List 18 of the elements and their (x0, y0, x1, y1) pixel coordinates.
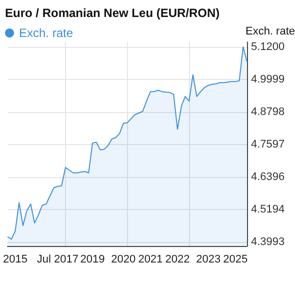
x-tick-label: 2025 (223, 254, 248, 266)
x-tick-label: 2015 (2, 254, 28, 266)
y-tick-label: 4.5194 (251, 204, 285, 216)
x-tick-label: 2022 (165, 254, 190, 266)
y-tick-label: 4.3993 (251, 236, 285, 248)
y-tick-label: 4.8798 (251, 106, 285, 118)
y-tick-label: 5.1200 (251, 40, 285, 53)
chart-title: Euro / Romanian New Leu (EUR/RON) (5, 6, 220, 20)
y-tick-label: 4.7597 (251, 138, 285, 150)
x-tick-label: 2021 (138, 254, 163, 266)
x-tick-label: 2020 (111, 254, 136, 266)
x-tick-label: Jul 2017 (36, 254, 79, 266)
x-tick-label: 2019 (80, 254, 105, 266)
y-axis-title: Exch. rate (245, 26, 295, 38)
y-tick-label: 4.6396 (251, 171, 285, 184)
legend-label: Exch. rate (19, 26, 74, 40)
y-tick-label: 4.9999 (251, 73, 285, 86)
x-tick-label: 2023 (196, 254, 221, 266)
